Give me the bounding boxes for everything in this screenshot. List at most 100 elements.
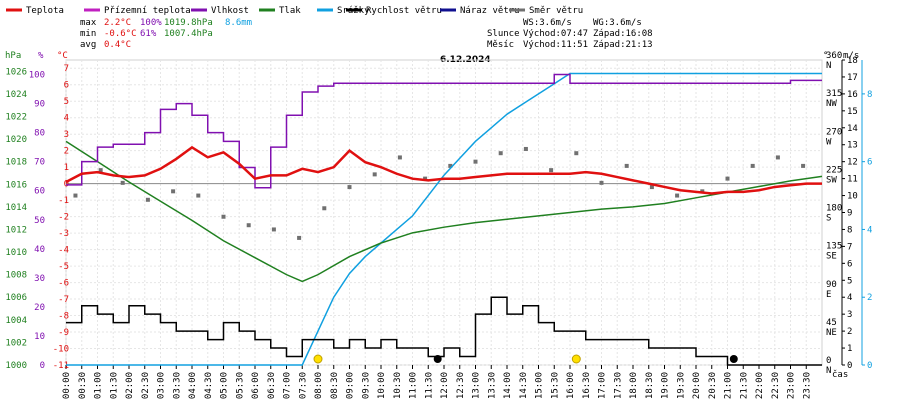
pressure-tick-label: 1008	[5, 271, 27, 281]
markers-layer	[313, 354, 738, 364]
temp-tick-label: -8	[58, 312, 69, 322]
legend-item-naraz-vetru[interactable]: Náraz větru	[440, 6, 520, 16]
pressure-tick-label: 1002	[5, 338, 27, 348]
wind-gust-text: WG:3.6m/s	[593, 18, 642, 28]
moonset-text: Západ:21:13	[593, 40, 653, 50]
wind-direction-point	[574, 151, 579, 156]
wind-direction-point	[372, 172, 377, 177]
humidity-tick-label: 10	[34, 332, 45, 342]
stats-block: max 2.2°C 100% 1019.8hPa 8.6mm min -0.6°…	[80, 18, 252, 50]
pressure-tick-label: 1018	[5, 158, 27, 168]
x-tick-label: 08:30	[330, 372, 340, 399]
sunset-text: Západ:16:08	[593, 29, 653, 39]
moon-label: Měsíc	[487, 40, 514, 50]
x-tick-label: 14:00	[503, 372, 513, 399]
pressure-tick-label: 1006	[5, 293, 27, 303]
temp-tick-label: -1	[58, 196, 69, 206]
legend-item-teplota[interactable]: Teplota	[6, 6, 64, 16]
wind-direction-point	[423, 176, 428, 181]
direction-tick-label: 135	[826, 242, 842, 252]
x-tick-label: 00:00	[62, 372, 72, 399]
direction-tick-label: 270	[826, 127, 842, 137]
x-tick-label: 18:00	[629, 372, 639, 399]
legend-item-srazky[interactable]: Srážky	[317, 6, 370, 16]
moonrise-text: Východ:11:51	[523, 40, 588, 50]
wind-tick-label: 18	[847, 56, 858, 66]
x-tick-label: 02:30	[141, 372, 151, 399]
x-tick-label: 09:30	[361, 372, 371, 399]
x-tick-label: 07:00	[283, 372, 293, 399]
direction-compass-label: N	[826, 61, 831, 71]
rain-tick-label: 4	[867, 225, 872, 235]
direction-tick-label: 45	[826, 318, 837, 328]
direction-tick-label: 90	[826, 280, 837, 290]
wind-direction-point	[775, 155, 780, 160]
direction-compass-label: E	[826, 290, 831, 300]
wind-tick-label: 11	[847, 175, 858, 185]
legend-item-smer-vetru[interactable]: Směr větru	[509, 6, 583, 16]
direction-compass-label: NW	[826, 99, 837, 109]
legend-label: Rychlost větru	[366, 6, 442, 16]
legend-item-tlak[interactable]: Tlak	[259, 6, 301, 16]
rain-tick-label: 8	[867, 90, 872, 100]
direction-compass-label: SE	[826, 252, 837, 262]
legend-item-prizemni-teplota[interactable]: Přízemní teplota	[84, 6, 191, 16]
series-layer	[65, 72, 823, 366]
temp-tick-label: 6	[64, 81, 69, 91]
wind-speed-text: WS:3.6m/s	[523, 18, 572, 28]
series-sr-ky	[66, 72, 822, 366]
direction-compass-label: SW	[826, 175, 837, 185]
x-tick-label: 05:00	[220, 372, 230, 399]
legend-label: Tlak	[279, 6, 301, 16]
sunrise-text: Východ:07:47	[523, 29, 588, 39]
temp-tick-label: -9	[58, 328, 69, 338]
wind-tick-label: 15	[847, 107, 858, 117]
wind-direction-point	[145, 197, 150, 202]
wind-direction-point	[675, 193, 680, 198]
direction-compass-label: W	[826, 137, 832, 147]
x-tick-label: 03:00	[157, 372, 167, 399]
stats-avg-temp: 0.4°C	[104, 40, 131, 50]
stats-min-press: 1007.4hPa	[164, 29, 213, 39]
direction-compass-label: N	[826, 366, 831, 376]
moon-marker	[433, 355, 442, 363]
stats-max-press: 1019.8hPa	[164, 18, 213, 28]
wind-direction-point	[98, 168, 103, 173]
temp-tick-label: -11	[53, 361, 69, 371]
x-tick-label: 12:30	[456, 372, 466, 399]
temp-tick-label: -4	[58, 246, 69, 256]
pressure-tick-label: 1016	[5, 180, 27, 190]
sun-marker	[571, 354, 581, 364]
x-tick-label: 22:00	[755, 372, 765, 399]
wind-direction-point	[297, 235, 302, 240]
x-tick-label: 15:30	[550, 372, 560, 399]
temp-tick-label: -5	[58, 262, 69, 272]
x-tick-label: 03:30	[172, 372, 182, 399]
x-tick-label: 04:30	[204, 372, 214, 399]
wind-direction-point	[725, 176, 730, 181]
stats-min-temp: -0.6°C	[104, 29, 137, 39]
temp-tick-label: 3	[64, 130, 69, 140]
direction-unit: °	[823, 51, 828, 61]
legend-item-vlhkost[interactable]: Vlhkost	[191, 6, 249, 16]
wind-direction-point	[801, 163, 806, 168]
grid	[65, 59, 823, 366]
x-tick-label: 11:00	[409, 372, 419, 399]
wind-tick-label: 1	[847, 344, 852, 354]
humidity-tick-label: 50	[34, 216, 45, 226]
stats-max-label: max	[80, 18, 97, 28]
x-tick-label: 21:30	[739, 372, 749, 399]
legend-label: Teplota	[26, 6, 64, 16]
x-tick-label: 10:00	[377, 372, 387, 399]
pressure-tick-label: 1010	[5, 248, 27, 258]
legend-item-rychlost-vetru[interactable]: Rychlost větru	[346, 6, 442, 16]
stats-min-hum: 61%	[140, 29, 157, 39]
wind-direction-point	[498, 151, 503, 156]
pressure-unit: hPa	[5, 51, 21, 61]
temp-tick-label: 5	[64, 97, 69, 107]
humidity-tick-label: 30	[34, 274, 45, 284]
direction-tick-label: 180	[826, 204, 842, 214]
wind-tick-label: 2	[847, 327, 852, 337]
humidity-unit: %	[38, 51, 44, 61]
x-axis-label: čas	[832, 369, 848, 380]
